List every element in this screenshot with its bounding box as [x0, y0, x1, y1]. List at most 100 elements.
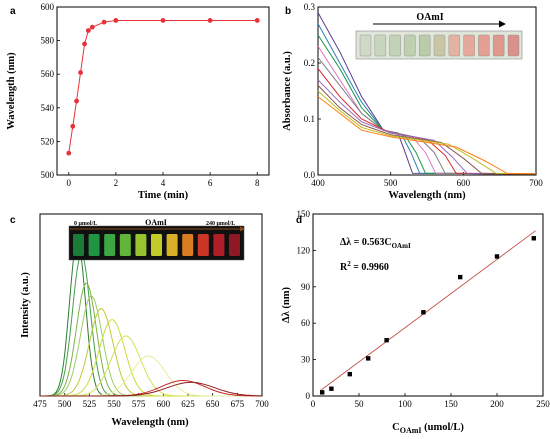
- panel-b-vial: [478, 34, 490, 57]
- panel-c-vial: [213, 234, 225, 256]
- panel-a-data-point: [113, 18, 119, 23]
- panel-d-data-point: [421, 310, 426, 315]
- panel-d-ytick-label: 120: [297, 245, 311, 255]
- panel-b-ylabel: Absorbance (a.u.): [282, 51, 293, 131]
- panel-b-series-line: [317, 79, 537, 175]
- panel-d-data-point: [366, 356, 371, 361]
- panel-b-vial: [433, 34, 446, 57]
- panel-a-data-point: [85, 28, 91, 33]
- panel-b-vial: [463, 34, 475, 57]
- panel-c-vial: [73, 234, 84, 256]
- panel-b-arrow: [373, 20, 506, 28]
- panel-a-data-point: [101, 19, 107, 25]
- panel-d-data-point: [320, 390, 325, 395]
- panel-a-data-point: [82, 41, 87, 47]
- panel-a-data-point: [207, 18, 213, 23]
- panel-c-xtick-label: 475: [33, 399, 47, 409]
- panel-a-ytick-label: 560: [41, 69, 55, 79]
- panel-a-xlabel: Time (min): [138, 190, 189, 201]
- panel-d-equation: Δλ = 0.563COAmI: [340, 237, 411, 250]
- panel-b: b 400 500 600 700 0.0 0.1 0.2 0.3 OAmI Waveleng…: [282, 2, 543, 201]
- panel-a-data-point: [160, 18, 166, 23]
- panel-d-data-point: [329, 386, 334, 391]
- panel-c-ylabel: Intensity (a.u.): [20, 272, 31, 338]
- panel-a-ytick-label: 500: [41, 170, 55, 180]
- panel-a: a 0 2 4 6 8 500 520 540 560 580 600 Time (min) Wav…: [6, 2, 270, 201]
- panel-b-series-line: [317, 96, 537, 175]
- panel-d-xlabel: COAmI (umol/L): [392, 422, 464, 435]
- panel-c-xtick-label: 525: [83, 399, 97, 409]
- panel-b-xtick-label: 600: [457, 178, 471, 188]
- panel-c-inset-left: 0 μmol/L: [74, 221, 97, 227]
- panel-c-series-line: [40, 319, 262, 397]
- panel-d-r2: R2 = 0.9960: [340, 260, 389, 273]
- panel-b-vial: [507, 34, 520, 57]
- panel-c-xtick-label: 500: [58, 399, 72, 409]
- panel-a-xtick-label: 0: [67, 178, 72, 188]
- panel-b-series-line: [317, 90, 537, 175]
- panel-b-ytick-label: 0.0: [304, 170, 316, 180]
- panel-c-vial: [182, 234, 194, 256]
- panel-c-vial: [166, 234, 178, 256]
- panel-c-xlabel: Wavelength (nm): [111, 417, 189, 428]
- panel-c-vial: [104, 234, 116, 256]
- panel-c-letter: c: [10, 215, 16, 226]
- panel-c-series-line: [40, 253, 262, 397]
- panel-c-xtick-label: 600: [157, 399, 171, 409]
- panel-d-data-point: [384, 337, 389, 343]
- panel-d-data-point: [458, 274, 463, 280]
- panel-a-ylabel: Wavelength (nm): [6, 52, 17, 130]
- panel-b-vial: [448, 34, 460, 57]
- panel-a-xtick-label: 8: [255, 178, 260, 188]
- panel-c-xtick-label: 550: [107, 399, 121, 409]
- panel-d-ytick-label: 0: [306, 391, 311, 401]
- panel-d-letter: d: [296, 215, 302, 226]
- panel-b-vial: [389, 34, 401, 57]
- panel-c-xtick-label: 625: [181, 399, 195, 409]
- panel-a-xtick-label: 4: [161, 178, 166, 188]
- panel-b-ytick-label: 0.1: [304, 114, 315, 124]
- panel-b-ytick-label: 0.2: [304, 58, 315, 68]
- panel-b-xtick-label: 700: [529, 178, 543, 188]
- panel-a-ytick-label: 580: [41, 36, 55, 46]
- panel-c-xtick-label: 700: [255, 399, 269, 409]
- panel-a-xtick-label: 6: [208, 178, 213, 188]
- panel-c-vial: [135, 234, 147, 256]
- panel-a-ytick-label: 540: [41, 103, 55, 113]
- panel-d: d 0 50 100 150 200 250 0 30 60 90 120 150 Δλ = 0.56…: [281, 209, 550, 435]
- panel-d-xtick-label: 50: [355, 399, 365, 409]
- panel-b-series-line: [317, 85, 537, 175]
- panel-d-xtick-label: 200: [490, 399, 504, 409]
- panel-b-vials-photo: [355, 30, 523, 60]
- panel-c-xtick-label: 650: [206, 399, 220, 409]
- panel-b-vial: [359, 34, 372, 57]
- panel-a-data-point: [74, 98, 79, 104]
- panel-c-series-line: [40, 335, 262, 397]
- panel-b-series-line: [317, 57, 537, 175]
- panel-c-series-line: [40, 380, 262, 397]
- panel-c-series-line: [40, 308, 262, 397]
- panel-c-vial: [151, 234, 162, 256]
- panel-d-xtick-label: 100: [398, 399, 412, 409]
- panel-b-xtick-label: 500: [384, 178, 398, 188]
- panel-d-ytick-label: 60: [301, 318, 311, 328]
- panel-c: c 475 500 525 550 575 600 625 650 675 700 0 μmol/…: [10, 213, 269, 428]
- panel-c-arrow: [70, 226, 245, 232]
- panel-a-series-line: [68, 19, 258, 154]
- panel-a-letter: a: [10, 6, 16, 17]
- panel-c-vial: [229, 234, 240, 256]
- panel-a-ytick-label: 520: [41, 136, 55, 146]
- panel-b-arrow-label: OAmI: [416, 12, 443, 23]
- panel-a-data-point: [66, 150, 72, 156]
- panel-a-data-point: [70, 123, 76, 129]
- panel-c-series-line: [40, 381, 262, 397]
- panel-b-vial: [419, 34, 431, 57]
- panel-a-ytick-label: 600: [41, 2, 55, 12]
- panel-d-xtick-label: 0: [311, 399, 316, 409]
- panel-b-ytick-label: 0.3: [304, 2, 316, 12]
- panel-d-xtick-label: 150: [444, 399, 458, 409]
- panel-d-fit-line: [320, 230, 536, 391]
- panel-b-xlabel: Wavelength (nm): [388, 190, 466, 201]
- panel-a-data-point: [89, 24, 95, 30]
